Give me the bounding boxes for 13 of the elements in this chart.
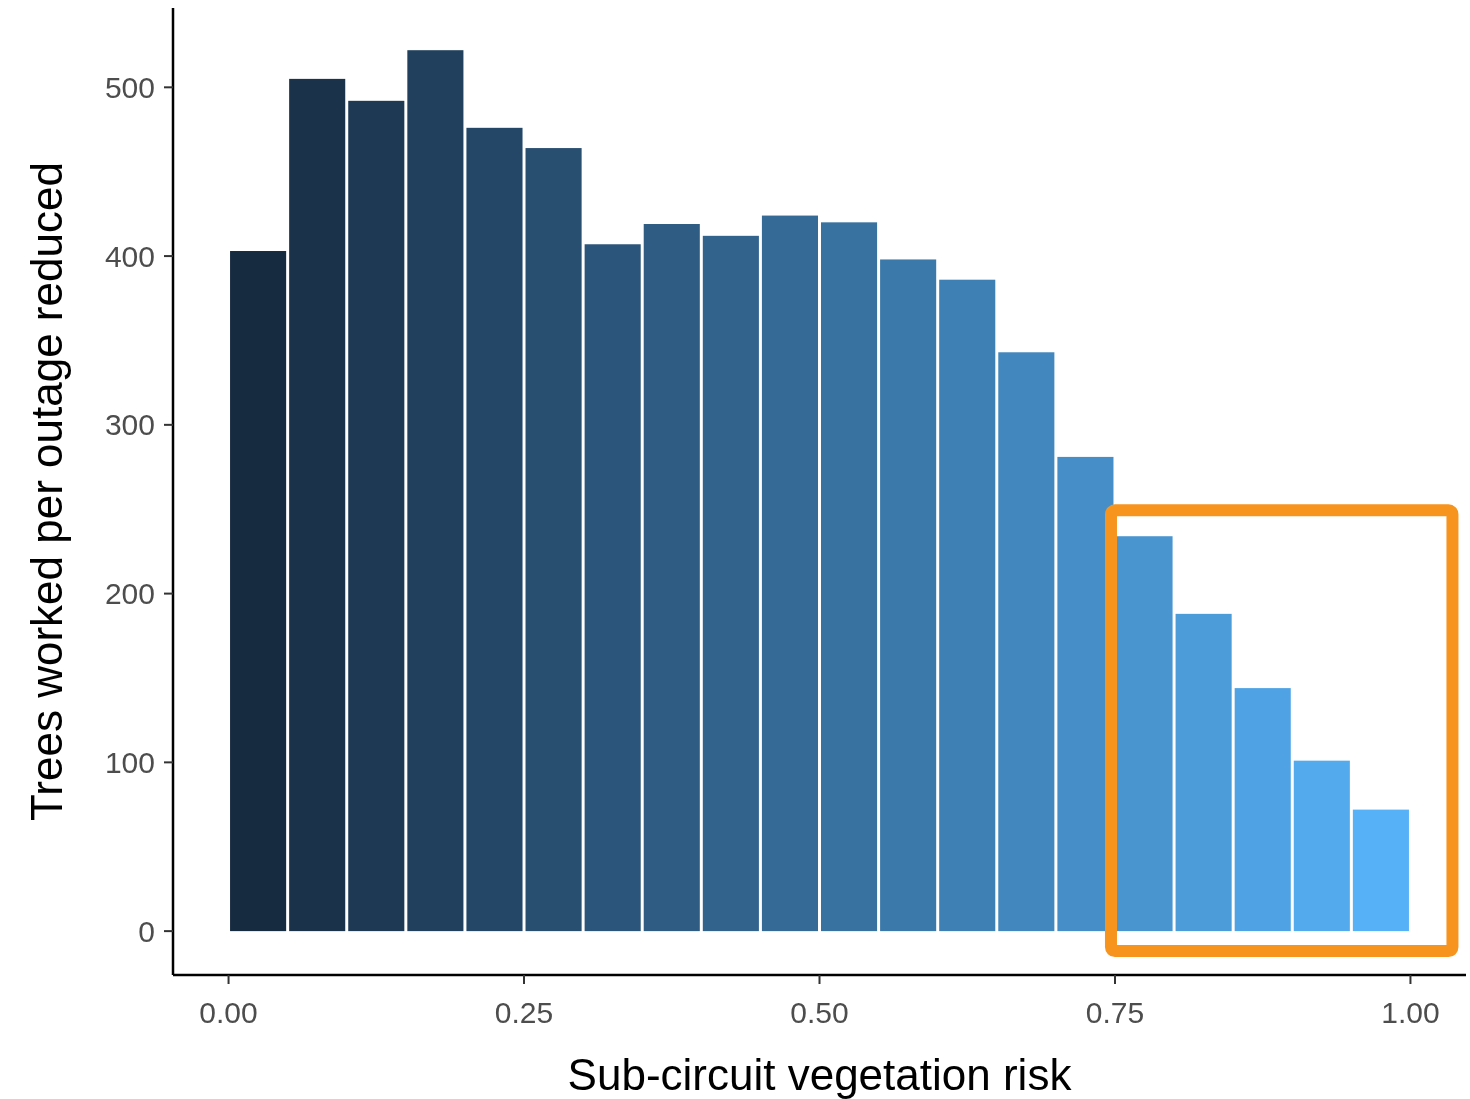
y-tick-label: 100 (104, 745, 155, 779)
y-tick-label: 300 (104, 408, 155, 442)
y-axis-title: Trees worked per outage reduced (22, 162, 71, 821)
x-tick-label: 1.00 (1381, 996, 1440, 1029)
y-tick-label: 400 (104, 239, 155, 273)
y-tick-label: 500 (104, 70, 155, 104)
y-tick-label: 0 (138, 914, 155, 948)
x-tick-label: 0.50 (790, 996, 849, 1029)
y-tick-label: 200 (104, 577, 155, 611)
x-tick-label: 0.00 (199, 996, 258, 1029)
x-tick-label: 0.75 (1085, 996, 1145, 1029)
x-tick-label: 0.25 (494, 996, 554, 1029)
x-axis-title: Sub-circuit vegetation risk (567, 1050, 1073, 1099)
